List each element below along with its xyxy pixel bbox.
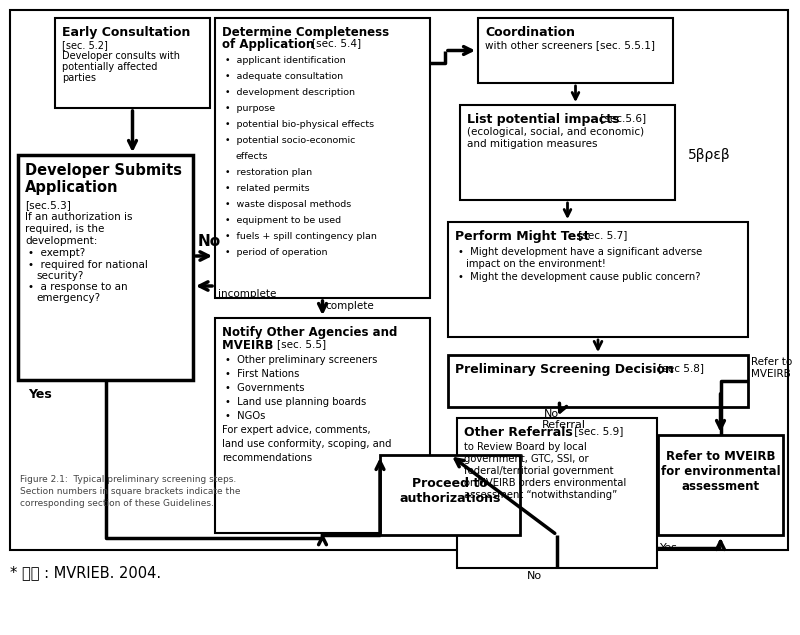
Text: Coordination: Coordination — [485, 26, 575, 39]
Text: for environmental: for environmental — [661, 465, 780, 478]
Text: authorizations: authorizations — [399, 492, 501, 505]
Bar — [10, 10, 788, 550]
Text: •  a response to an: • a response to an — [28, 282, 128, 292]
Text: government, GTC, SSI, or: government, GTC, SSI, or — [464, 454, 589, 464]
Text: If an authorization is: If an authorization is — [25, 212, 133, 222]
Text: [sec. 5.7]: [sec. 5.7] — [575, 230, 627, 240]
Text: Early Consultation: Early Consultation — [62, 26, 190, 39]
Text: effects: effects — [235, 152, 267, 161]
Text: emergency?: emergency? — [36, 293, 100, 303]
Text: incomplete: incomplete — [218, 289, 276, 299]
Bar — [215, 18, 430, 298]
Text: to Review Board by local: to Review Board by local — [464, 442, 586, 452]
Text: parties: parties — [62, 73, 96, 83]
Text: No: No — [198, 234, 221, 249]
Text: [sec. 5.4]: [sec. 5.4] — [312, 38, 361, 48]
Text: •  development description: • development description — [225, 88, 355, 97]
Text: For expert advice, comments,: For expert advice, comments, — [222, 425, 370, 435]
Text: impact on the environment!: impact on the environment! — [466, 259, 606, 269]
Text: corresponding section of these Guidelines.: corresponding section of these Guideline… — [20, 499, 214, 508]
Text: and mitigation measures: and mitigation measures — [467, 139, 598, 149]
Text: •  equipment to be used: • equipment to be used — [225, 216, 341, 225]
Text: Section numbers in square brackets indicate the: Section numbers in square brackets indic… — [20, 487, 241, 496]
Text: •  adequate consultation: • adequate consultation — [225, 72, 343, 81]
Bar — [658, 435, 783, 535]
Text: •  waste disposal methods: • waste disposal methods — [225, 200, 351, 209]
Text: [sec. 5.9]: [sec. 5.9] — [571, 426, 623, 436]
Text: •  period of operation: • period of operation — [225, 248, 327, 257]
Text: •  potential bio-physical effects: • potential bio-physical effects — [225, 120, 374, 129]
Text: potentially affected: potentially affected — [62, 62, 158, 72]
Text: MVEIRB: MVEIRB — [222, 339, 278, 352]
Text: •  First Nations: • First Nations — [225, 369, 299, 379]
Text: [sec 5.8]: [sec 5.8] — [655, 363, 704, 373]
Text: required, is the: required, is the — [25, 224, 104, 234]
Bar — [380, 455, 520, 535]
Text: Referral: Referral — [542, 420, 586, 430]
Text: MVEIRB: MVEIRB — [751, 369, 790, 379]
Text: complete: complete — [326, 301, 374, 311]
Text: federal/territorial government: federal/territorial government — [464, 466, 614, 476]
Bar — [457, 418, 657, 568]
Text: (ecological, social, and economic): (ecological, social, and economic) — [467, 127, 644, 137]
Text: Developer Submits: Developer Submits — [25, 163, 182, 178]
Bar — [460, 105, 675, 200]
Text: Notify Other Agencies and: Notify Other Agencies and — [222, 326, 398, 339]
Text: No: No — [527, 571, 542, 581]
Text: •  fuels + spill contingency plan: • fuels + spill contingency plan — [225, 232, 377, 241]
Text: assessment: assessment — [682, 480, 759, 493]
Text: •  Governments: • Governments — [225, 383, 305, 393]
Text: List potential impacts: List potential impacts — [467, 113, 619, 126]
Text: [sec.5.3]: [sec.5.3] — [25, 200, 71, 210]
Text: [sec. 5.5]: [sec. 5.5] — [277, 339, 326, 349]
Text: with other screeners [sec. 5.5.1]: with other screeners [sec. 5.5.1] — [485, 40, 655, 50]
Text: No: No — [544, 409, 559, 419]
Text: * 자료 : MVRIEB. 2004.: * 자료 : MVRIEB. 2004. — [10, 565, 161, 580]
Text: Perform Might Test: Perform Might Test — [455, 230, 590, 243]
Text: •  purpose: • purpose — [225, 104, 275, 113]
Bar — [478, 18, 673, 83]
Text: •  required for national: • required for national — [28, 260, 148, 270]
Text: land use conformity, scoping, and: land use conformity, scoping, and — [222, 439, 391, 449]
Bar — [215, 318, 430, 533]
Text: Developer consults with: Developer consults with — [62, 51, 180, 61]
Text: Preliminary Screening Decision: Preliminary Screening Decision — [455, 363, 674, 376]
Text: Proceed to: Proceed to — [412, 477, 488, 490]
Text: 5βρεβ: 5βρεβ — [688, 148, 730, 162]
Text: recommendations: recommendations — [222, 453, 312, 463]
Text: assessment “notwithstanding”: assessment “notwithstanding” — [464, 490, 618, 500]
Bar — [448, 222, 748, 337]
Text: [sec.5.6]: [sec.5.6] — [597, 113, 646, 123]
Text: Refer to MVEIRB: Refer to MVEIRB — [666, 450, 775, 463]
Text: Determine Completeness: Determine Completeness — [222, 26, 389, 39]
Text: development:: development: — [25, 236, 98, 246]
Bar — [55, 18, 210, 108]
Text: Figure 2.1:  Typical preliminary screening steps.: Figure 2.1: Typical preliminary screenin… — [20, 475, 236, 484]
Text: of Application: of Application — [222, 38, 318, 51]
Text: •  restoration plan: • restoration plan — [225, 168, 312, 177]
Text: •  exempt?: • exempt? — [28, 248, 86, 258]
Text: [sec. 5.2]: [sec. 5.2] — [62, 40, 108, 50]
Text: Yes: Yes — [28, 388, 52, 401]
Text: security?: security? — [36, 271, 83, 281]
Text: •  potential socio-economic: • potential socio-economic — [225, 136, 355, 145]
Text: •  NGOs: • NGOs — [225, 411, 266, 421]
Text: •  Might the development cause public concern?: • Might the development cause public con… — [458, 272, 701, 282]
Text: •  Might development have a significant adverse: • Might development have a significant a… — [458, 247, 702, 257]
Text: Yes: Yes — [660, 543, 678, 553]
Bar — [448, 355, 748, 407]
Text: Other Referrals: Other Referrals — [464, 426, 573, 439]
Text: •  related permits: • related permits — [225, 184, 310, 193]
Text: •  applicant identification: • applicant identification — [225, 56, 346, 65]
Text: or MVEIRB orders environmental: or MVEIRB orders environmental — [464, 478, 626, 488]
Text: Application: Application — [25, 180, 118, 195]
Text: Refer to: Refer to — [751, 357, 792, 367]
Text: •  Other preliminary screeners: • Other preliminary screeners — [225, 355, 378, 365]
Text: •  Land use planning boards: • Land use planning boards — [225, 397, 366, 407]
Bar — [18, 155, 193, 380]
